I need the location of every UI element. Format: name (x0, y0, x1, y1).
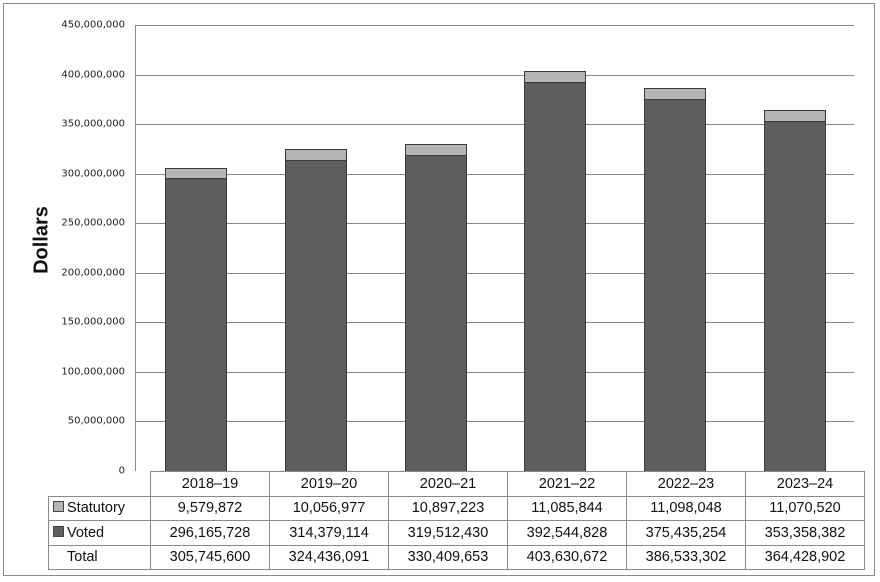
table-cell: 10,056,977 (269, 495, 389, 521)
y-tick-label: 0 (118, 465, 125, 477)
legend-swatch-statutory-icon (53, 501, 64, 513)
table-cell: 353,358,382 (745, 520, 865, 546)
gridline (136, 173, 854, 175)
table-cell: 10,897,223 (388, 495, 508, 521)
table-header-cell: 2019–20 (269, 471, 389, 497)
y-tick-label: 300,000,000 (61, 168, 125, 180)
table-header-cell: 2022–23 (626, 471, 746, 497)
row-label: Statutory (67, 500, 126, 517)
legend-voted: Voted (48, 520, 151, 546)
data-table: 2018–19 2019–20 2020–21 2021–22 2022–23 … (48, 471, 865, 570)
table-header-cell: 2021–22 (507, 471, 627, 497)
table-row-statutory: Statutory 9,579,872 10,056,977 10,897,22… (48, 495, 865, 521)
table-cell: 11,070,520 (745, 495, 865, 521)
y-tick-label: 250,000,000 (61, 217, 125, 229)
bar-segment-statutory (644, 87, 707, 101)
table-cell: 364,428,902 (745, 544, 865, 570)
table-cell: 305,745,600 (150, 544, 270, 570)
bar-segment-voted (524, 81, 587, 471)
y-axis-label: Dollars (30, 206, 53, 274)
row-label: Voted (67, 524, 105, 541)
table-cell: 403,630,672 (507, 544, 627, 570)
bar-segment-voted (404, 154, 467, 471)
table-header-cell: 2018–19 (150, 471, 270, 497)
table-cell: 11,085,844 (507, 495, 627, 521)
table-cell: 296,165,728 (150, 520, 270, 546)
bar-2019–20 (284, 149, 347, 471)
y-tick-label: 50,000,000 (67, 415, 125, 427)
table-cell: 324,436,091 (269, 544, 389, 570)
y-tick-label: 200,000,000 (61, 267, 125, 279)
gridline (136, 421, 854, 423)
bar-2018–19 (164, 167, 227, 471)
gridline (136, 223, 854, 225)
table-row-voted: Voted 296,165,728 314,379,114 319,512,43… (48, 520, 865, 546)
bar-2020–21 (404, 143, 467, 471)
gridline (136, 272, 854, 274)
table-corner (48, 471, 151, 496)
bar-2022–23 (644, 87, 707, 471)
table-cell: 9,579,872 (150, 495, 270, 521)
bar-segment-statutory (404, 143, 467, 156)
y-tick-label: 100,000,000 (61, 366, 125, 378)
y-tick-label: 350,000,000 (61, 118, 125, 130)
table-cell: 11,098,048 (626, 495, 746, 521)
table-cell: 330,409,653 (388, 544, 508, 570)
gridline (136, 322, 854, 324)
legend-swatch-voted-icon (53, 525, 64, 537)
plot-area (135, 25, 854, 471)
bar-segment-voted (764, 120, 827, 471)
legend-statutory: Statutory (48, 495, 151, 521)
gridline (136, 124, 854, 126)
gridline (136, 74, 854, 76)
table-cell: 392,544,828 (507, 520, 627, 546)
row-label-total: Total (48, 544, 151, 570)
table-header-cell: 2023–24 (745, 471, 865, 497)
bar-segment-statutory (284, 149, 347, 161)
table-cell: 386,533,302 (626, 544, 746, 570)
bar-segment-voted (284, 159, 347, 471)
bar-segment-statutory (524, 70, 587, 84)
bar-segment-voted (644, 98, 707, 471)
y-tick-label: 150,000,000 (61, 316, 125, 328)
y-tick-label: 400,000,000 (61, 69, 125, 81)
table-cell: 314,379,114 (269, 520, 389, 546)
bar-segment-statutory (164, 167, 227, 179)
bar-segment-voted (164, 177, 227, 471)
bar-segment-statutory (764, 109, 827, 123)
table-header-row: 2018–19 2019–20 2020–21 2021–22 2022–23 … (48, 471, 865, 497)
y-tick-label: 450,000,000 (61, 19, 125, 31)
gridline (136, 25, 854, 26)
bar-2023–24 (764, 109, 827, 471)
bar-2021–22 (524, 70, 587, 471)
gridline (136, 371, 854, 373)
table-cell: 375,435,254 (626, 520, 746, 546)
table-cell: 319,512,430 (388, 520, 508, 546)
table-header-cell: 2020–21 (388, 471, 508, 497)
table-row-total: Total 305,745,600 324,436,091 330,409,65… (48, 544, 865, 570)
